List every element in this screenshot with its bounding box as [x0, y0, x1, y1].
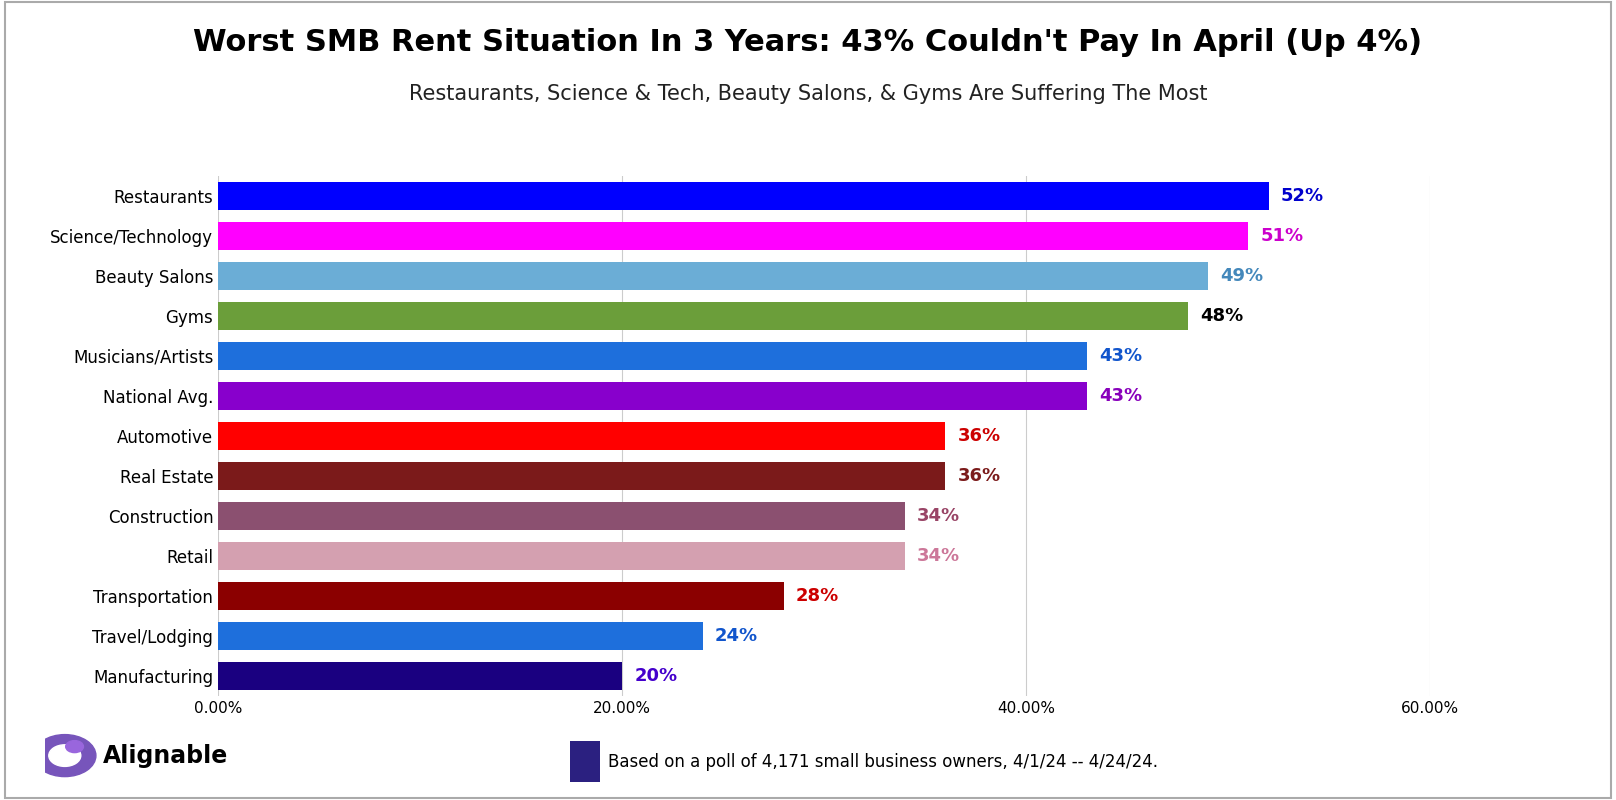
Bar [218, 222, 1249, 250]
Bar [218, 502, 905, 530]
Text: 34%: 34% [918, 547, 960, 565]
Text: 28%: 28% [797, 587, 839, 605]
Circle shape [66, 741, 84, 753]
Text: Based on a poll of 4,171 small business owners, 4/1/24 -- 4/24/24.: Based on a poll of 4,171 small business … [608, 753, 1157, 770]
Bar [218, 622, 703, 650]
Text: 43%: 43% [1099, 387, 1143, 405]
Text: 49%: 49% [1220, 267, 1264, 285]
Text: 24%: 24% [714, 627, 758, 645]
Circle shape [34, 734, 95, 777]
Text: 51%: 51% [1260, 227, 1304, 245]
Bar [218, 582, 784, 610]
Bar [218, 462, 945, 490]
Text: 48%: 48% [1199, 307, 1243, 325]
Text: 43%: 43% [1099, 347, 1143, 365]
Text: Worst SMB Rent Situation In 3 Years: 43% Couldn't Pay In April (Up 4%): Worst SMB Rent Situation In 3 Years: 43%… [194, 28, 1422, 57]
Text: Restaurants, Science & Tech, Beauty Salons, & Gyms Are Suffering The Most: Restaurants, Science & Tech, Beauty Salo… [409, 84, 1207, 104]
Text: Alignable: Alignable [103, 744, 228, 768]
Text: 20%: 20% [633, 667, 677, 685]
Bar [218, 662, 622, 690]
Bar [218, 182, 1269, 210]
Circle shape [48, 745, 81, 766]
Text: 52%: 52% [1281, 187, 1324, 205]
Bar [218, 542, 905, 570]
Bar [218, 262, 1209, 290]
Bar [218, 422, 945, 450]
Bar [218, 342, 1086, 370]
Text: 36%: 36% [957, 467, 1000, 485]
Text: 34%: 34% [918, 507, 960, 525]
Bar [218, 302, 1188, 330]
Bar [218, 382, 1086, 410]
Text: 36%: 36% [957, 427, 1000, 445]
